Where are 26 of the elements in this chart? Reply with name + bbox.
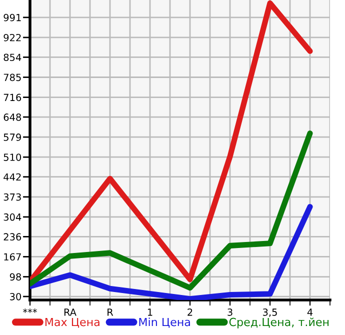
y-tick-label: 373 [4,193,21,201]
y-tick-label: 304 [4,213,22,221]
x-tick-label: R [108,308,114,316]
legend-label: Сред.Цена, т.йен [229,318,329,328]
x-tick-label: 2 [188,308,192,316]
y-tick-label: 167 [4,253,21,261]
y-tick-label: 648 [4,114,21,121]
x-tick-label: 4 [307,308,313,316]
y-tick-label: 236 [4,233,22,241]
legend-label: Max Цена [45,318,100,328]
y-tick-label: 716 [4,94,22,102]
y-tick-label: 510 [4,154,22,161]
x-tick-label: *** [23,308,37,313]
y-tick-label: 991 [4,14,21,22]
y-tick-label: 785 [4,74,21,82]
x-tick-label: 3,5 [263,308,277,317]
legend-label: Min Цена [139,318,190,328]
x-tick-label: 3 [228,308,232,316]
y-tick-label: 30 [10,292,22,300]
x-tick-label: RA [64,308,76,316]
y-tick-label: 442 [4,173,21,181]
y-tick-label: 922 [4,34,21,42]
x-tick-label: 1 [148,308,152,316]
y-tick-label: 98 [10,273,21,281]
y-tick-label: 579 [4,134,21,141]
y-tick-label: 854 [4,54,22,62]
